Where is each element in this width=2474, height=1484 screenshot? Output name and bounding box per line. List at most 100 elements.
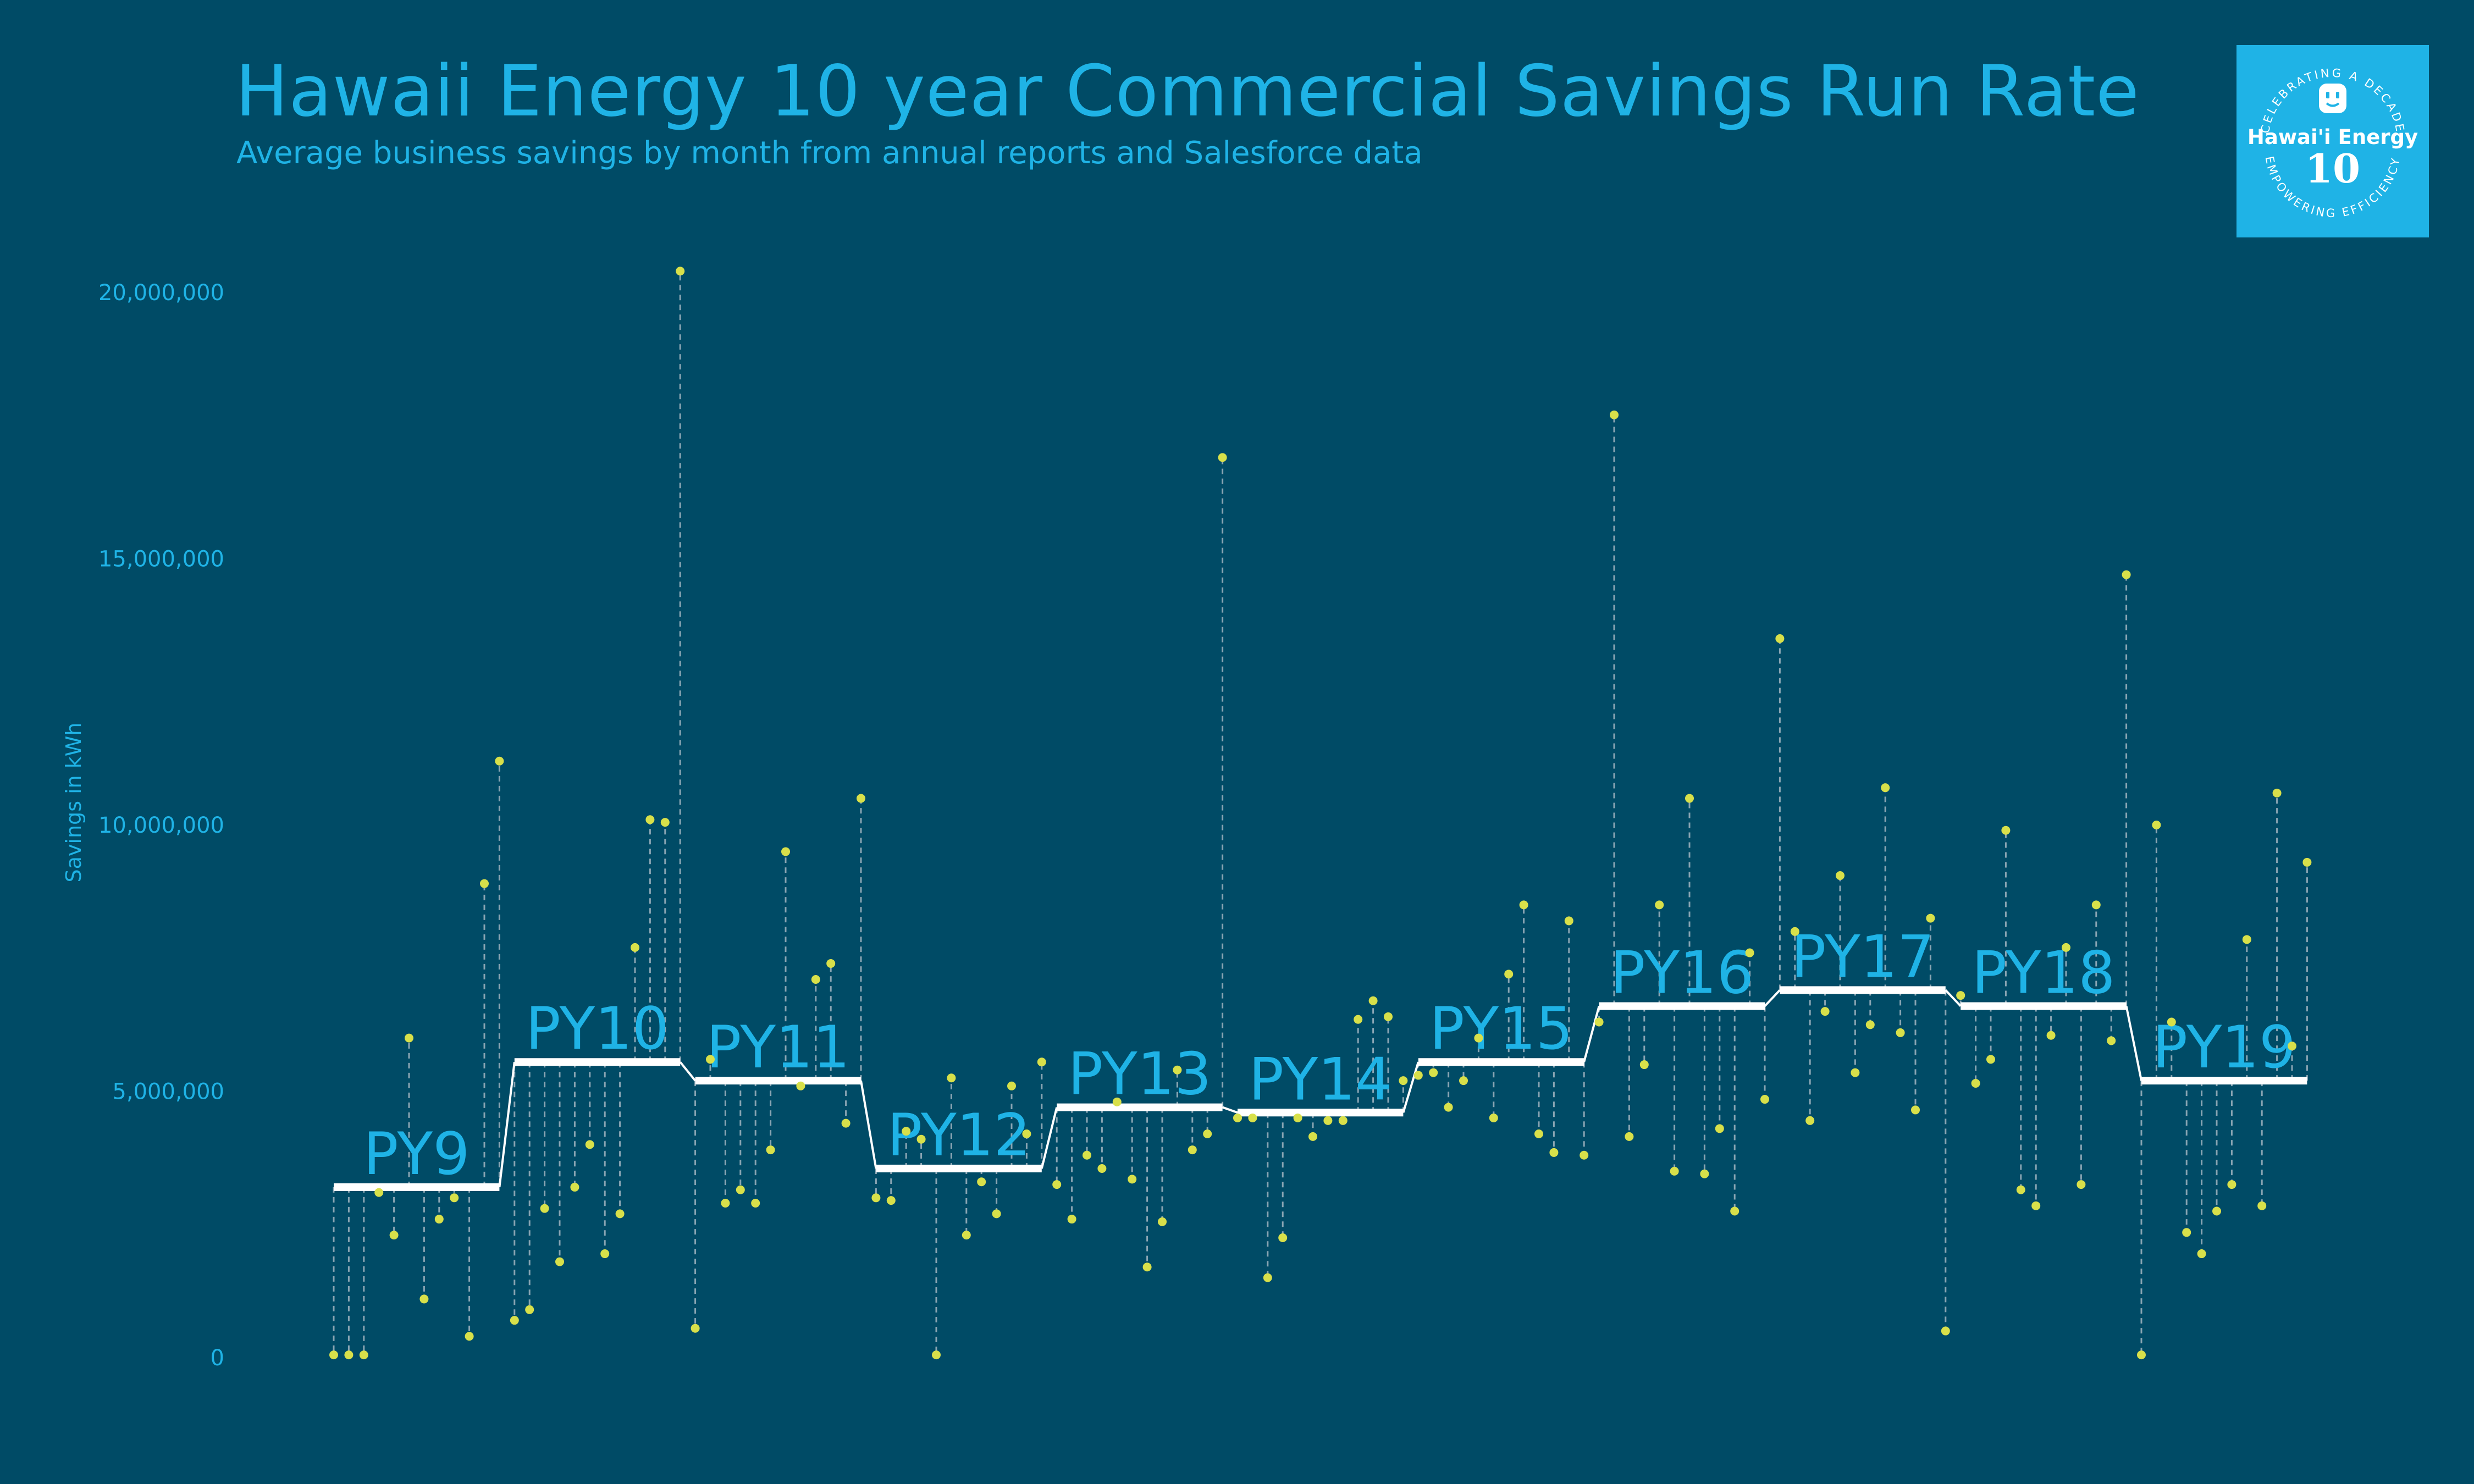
logo-name: Hawai'i Energy <box>2247 125 2418 149</box>
data-point <box>932 1350 941 1360</box>
data-point <box>1248 1113 1257 1122</box>
data-point <box>1263 1273 1272 1282</box>
data-point <box>359 1350 368 1360</box>
data-point <box>1293 1113 1302 1122</box>
data-point <box>2302 857 2312 867</box>
data-point <box>1399 1076 1408 1086</box>
data-point <box>660 818 670 827</box>
data-point <box>1384 1012 1393 1021</box>
data-point <box>1956 991 1965 1000</box>
data-point <box>631 943 639 952</box>
data-point <box>1926 913 1935 923</box>
data-point <box>1188 1145 1197 1155</box>
data-point <box>480 879 489 888</box>
data-point <box>615 1209 625 1219</box>
data-point <box>1760 1095 1769 1104</box>
data-point <box>736 1185 745 1194</box>
program-year-label: PY17 <box>1791 923 1934 990</box>
data-point <box>962 1231 971 1240</box>
data-point <box>1594 1017 1604 1027</box>
data-point <box>826 959 836 968</box>
data-point <box>1745 948 1754 957</box>
data-point <box>1444 1103 1453 1112</box>
data-point <box>2212 1206 2221 1216</box>
data-point <box>886 1196 896 1205</box>
data-point <box>2242 935 2251 944</box>
data-point <box>721 1198 730 1208</box>
data-point <box>1549 1148 1559 1157</box>
data-point <box>947 1073 956 1083</box>
data-point <box>2257 1201 2267 1210</box>
data-point <box>555 1257 564 1266</box>
data-point <box>841 1118 851 1128</box>
run-rate-connector <box>1402 1061 1420 1113</box>
data-point <box>1700 1169 1709 1178</box>
data-point <box>1715 1124 1724 1133</box>
data-point <box>495 756 504 766</box>
y-tick-label: 15,000,000 <box>98 547 224 572</box>
data-point <box>540 1204 549 1213</box>
y-tick-label: 0 <box>211 1345 224 1371</box>
data-point <box>2167 1017 2176 1027</box>
data-point <box>1368 996 1378 1005</box>
data-point <box>1007 1081 1016 1090</box>
logo-number: 10 <box>2305 145 2360 192</box>
data-point <box>2091 900 2101 910</box>
data-point <box>570 1182 579 1192</box>
data-point <box>1067 1215 1076 1224</box>
data-point <box>1112 1097 1122 1106</box>
data-point <box>1790 927 1799 936</box>
data-point <box>1580 1150 1589 1160</box>
program-year-labels: PY9 PY10 PY11 PY12 PY13 PY14 PY15 PY16 PY17 PY18 P… <box>363 923 2296 1188</box>
data-point <box>1685 794 1694 803</box>
stem-lines <box>333 271 2308 1355</box>
data-point <box>1896 1028 1905 1037</box>
data-point <box>465 1332 474 1341</box>
data-point <box>1911 1105 1920 1115</box>
data-point <box>1971 1078 1980 1088</box>
data-point <box>2197 1249 2206 1259</box>
run-rate-connector <box>1764 989 1781 1007</box>
data-point <box>2107 1036 2116 1045</box>
program-year-label: PY12 <box>887 1101 1030 1169</box>
data-point <box>2272 788 2282 798</box>
data-point <box>1158 1217 1167 1226</box>
data-point <box>676 267 685 276</box>
data-point <box>1323 1116 1333 1125</box>
data-point <box>1730 1206 1739 1216</box>
data-point <box>1504 970 1514 979</box>
data-point <box>1941 1326 1950 1336</box>
data-point <box>1413 1071 1423 1080</box>
data-point <box>1625 1132 1634 1141</box>
data-point <box>1564 916 1573 926</box>
run-rate-connector <box>1583 1005 1600 1062</box>
data-point <box>902 1127 911 1136</box>
data-point <box>1986 1055 1995 1064</box>
program-year-label: PY10 <box>526 995 669 1062</box>
data-point <box>1655 900 1664 910</box>
data-point <box>1052 1180 1062 1189</box>
data-point <box>871 1193 881 1203</box>
data-point <box>1836 871 1845 881</box>
data-point <box>419 1294 429 1304</box>
run-rate-connector <box>2125 1006 2142 1081</box>
data-point <box>389 1231 399 1240</box>
data-point <box>1670 1166 1679 1176</box>
data-point <box>585 1140 594 1149</box>
data-point <box>1639 1060 1649 1070</box>
data-point <box>2137 1350 2146 1360</box>
program-year-label: PY15 <box>1429 995 1573 1062</box>
data-point <box>645 815 655 824</box>
program-year-label: PY9 <box>363 1120 470 1188</box>
data-point <box>2227 1180 2236 1189</box>
data-point <box>525 1305 534 1314</box>
data-point <box>1851 1068 1860 1077</box>
data-point <box>2152 821 2161 829</box>
y-tick-label: 10,000,000 <box>98 813 224 838</box>
data-point <box>1338 1116 1348 1125</box>
data-point <box>1173 1065 1182 1075</box>
data-point <box>916 1134 926 1144</box>
hawaii-energy-logo: CELEBRATING A DECADE EMPOWERING EFFICIEN… <box>2236 45 2429 237</box>
data-point <box>1610 410 1619 419</box>
